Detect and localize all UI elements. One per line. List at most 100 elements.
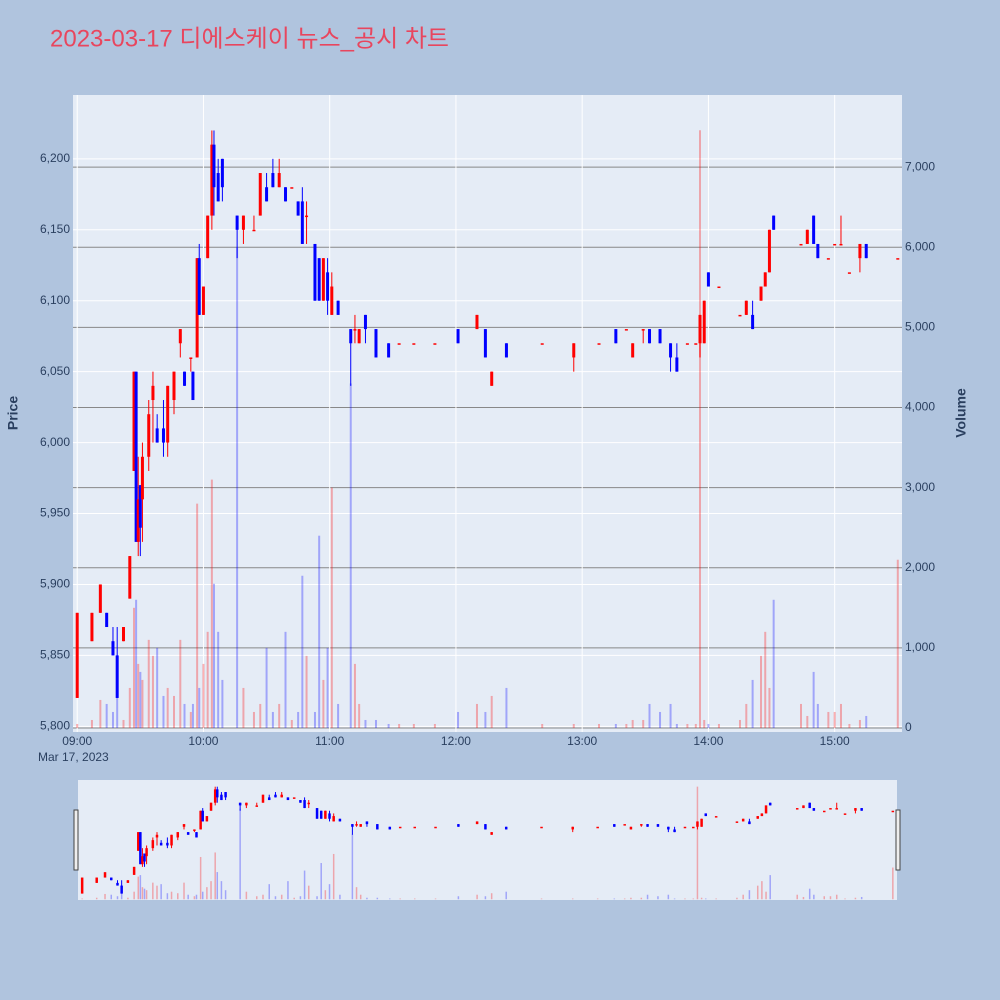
candle-body [764,805,768,814]
range-handle[interactable] [895,809,901,871]
candle-body [136,499,140,542]
volume-bar [765,891,767,900]
candle-body [675,357,679,372]
volume-bar [236,247,239,728]
volume-bar [137,876,140,900]
candle-body [210,144,214,216]
volume-bar [290,719,293,728]
candle-body [669,343,673,358]
volume-bar [835,894,838,900]
candle-body [75,612,79,698]
candle-body [241,215,245,230]
y2-tick-label: 7,000 [905,159,935,173]
candle-body [238,802,242,806]
volume-bar [760,655,763,728]
volume-bar [659,711,662,728]
candle-body [822,810,826,813]
candle-body [116,882,119,886]
volume-bar [376,897,379,900]
y2-tick-label: 4,000 [905,400,935,414]
volume-bar [278,703,281,728]
candle-body [646,824,649,827]
candle-body [799,243,803,246]
volume-bar [742,894,744,900]
y-tick-label: 6,000 [40,435,70,449]
volume-bar [745,703,748,728]
volume-bar [268,884,270,900]
volume-bar [648,703,651,728]
y2-tick-label: 5,000 [905,320,935,334]
candle-body [126,880,130,883]
volume-bar [242,687,245,728]
candle-body [387,343,391,358]
volume-bar [387,723,390,728]
volume-bar [823,896,825,900]
candle-body [640,824,643,826]
volume-bar [206,887,208,900]
candle-body [137,832,140,851]
volume-bar [110,894,113,900]
candle-body [139,832,142,865]
candle-body [105,612,109,628]
candle-body [504,826,508,830]
volume-bar [692,898,695,900]
volume-bar [152,882,154,900]
volume-bar [630,897,632,900]
candle-body [182,824,186,827]
candle-body [292,797,296,799]
candle-body [363,314,367,330]
candle-body [714,816,718,818]
y2-tick-label: 0 [905,720,912,734]
volume-bar [320,863,322,900]
volume-bar [191,703,194,728]
volume-bar [412,723,415,728]
candle-body [763,272,767,287]
volume-bar [122,719,125,728]
y2-tick-label: 1,000 [905,640,935,654]
volume-bar [571,898,574,900]
volume-bar [675,723,678,728]
y-axis-title: Price [5,396,21,430]
volume-bar [239,808,241,900]
volume-bar [490,893,493,900]
volume-bar [364,719,367,728]
volume-bar [322,679,325,728]
volume-bar [202,663,205,728]
candle-body [280,794,283,798]
volume-bar [90,719,93,728]
volume-bar [156,885,158,900]
candle-body [330,286,334,315]
candle-body [641,329,645,331]
volume-bar [196,503,199,728]
volume-bar [256,896,258,900]
range-handle[interactable] [73,809,79,871]
candle-body [702,300,706,344]
volume-bar [598,723,601,728]
candle-body [685,343,689,345]
volume-bar [104,893,106,900]
candle-body [412,343,416,345]
volume-bar [761,881,763,900]
volume-bar [686,723,689,728]
volume-bar [717,723,720,728]
candle-body [504,343,508,358]
y-tick-label: 6,200 [40,151,70,165]
volume-bar [457,896,460,900]
volume-bar [313,711,316,728]
candle-body [374,329,378,358]
volume-bar [170,891,173,900]
volume-bar [642,719,645,728]
x-tick-label: 09:00 [62,734,92,748]
candle-body [170,834,173,846]
volume-bar [756,885,759,900]
candle-body [768,802,772,806]
candle-body [145,848,148,857]
volume-bar [337,703,340,728]
candle-body [195,258,199,358]
candle-body [183,371,187,386]
candle-body [220,158,224,188]
candle-body [802,805,805,809]
candle-body [704,813,708,817]
volume-bar [399,898,401,900]
volume-bar [81,898,83,900]
